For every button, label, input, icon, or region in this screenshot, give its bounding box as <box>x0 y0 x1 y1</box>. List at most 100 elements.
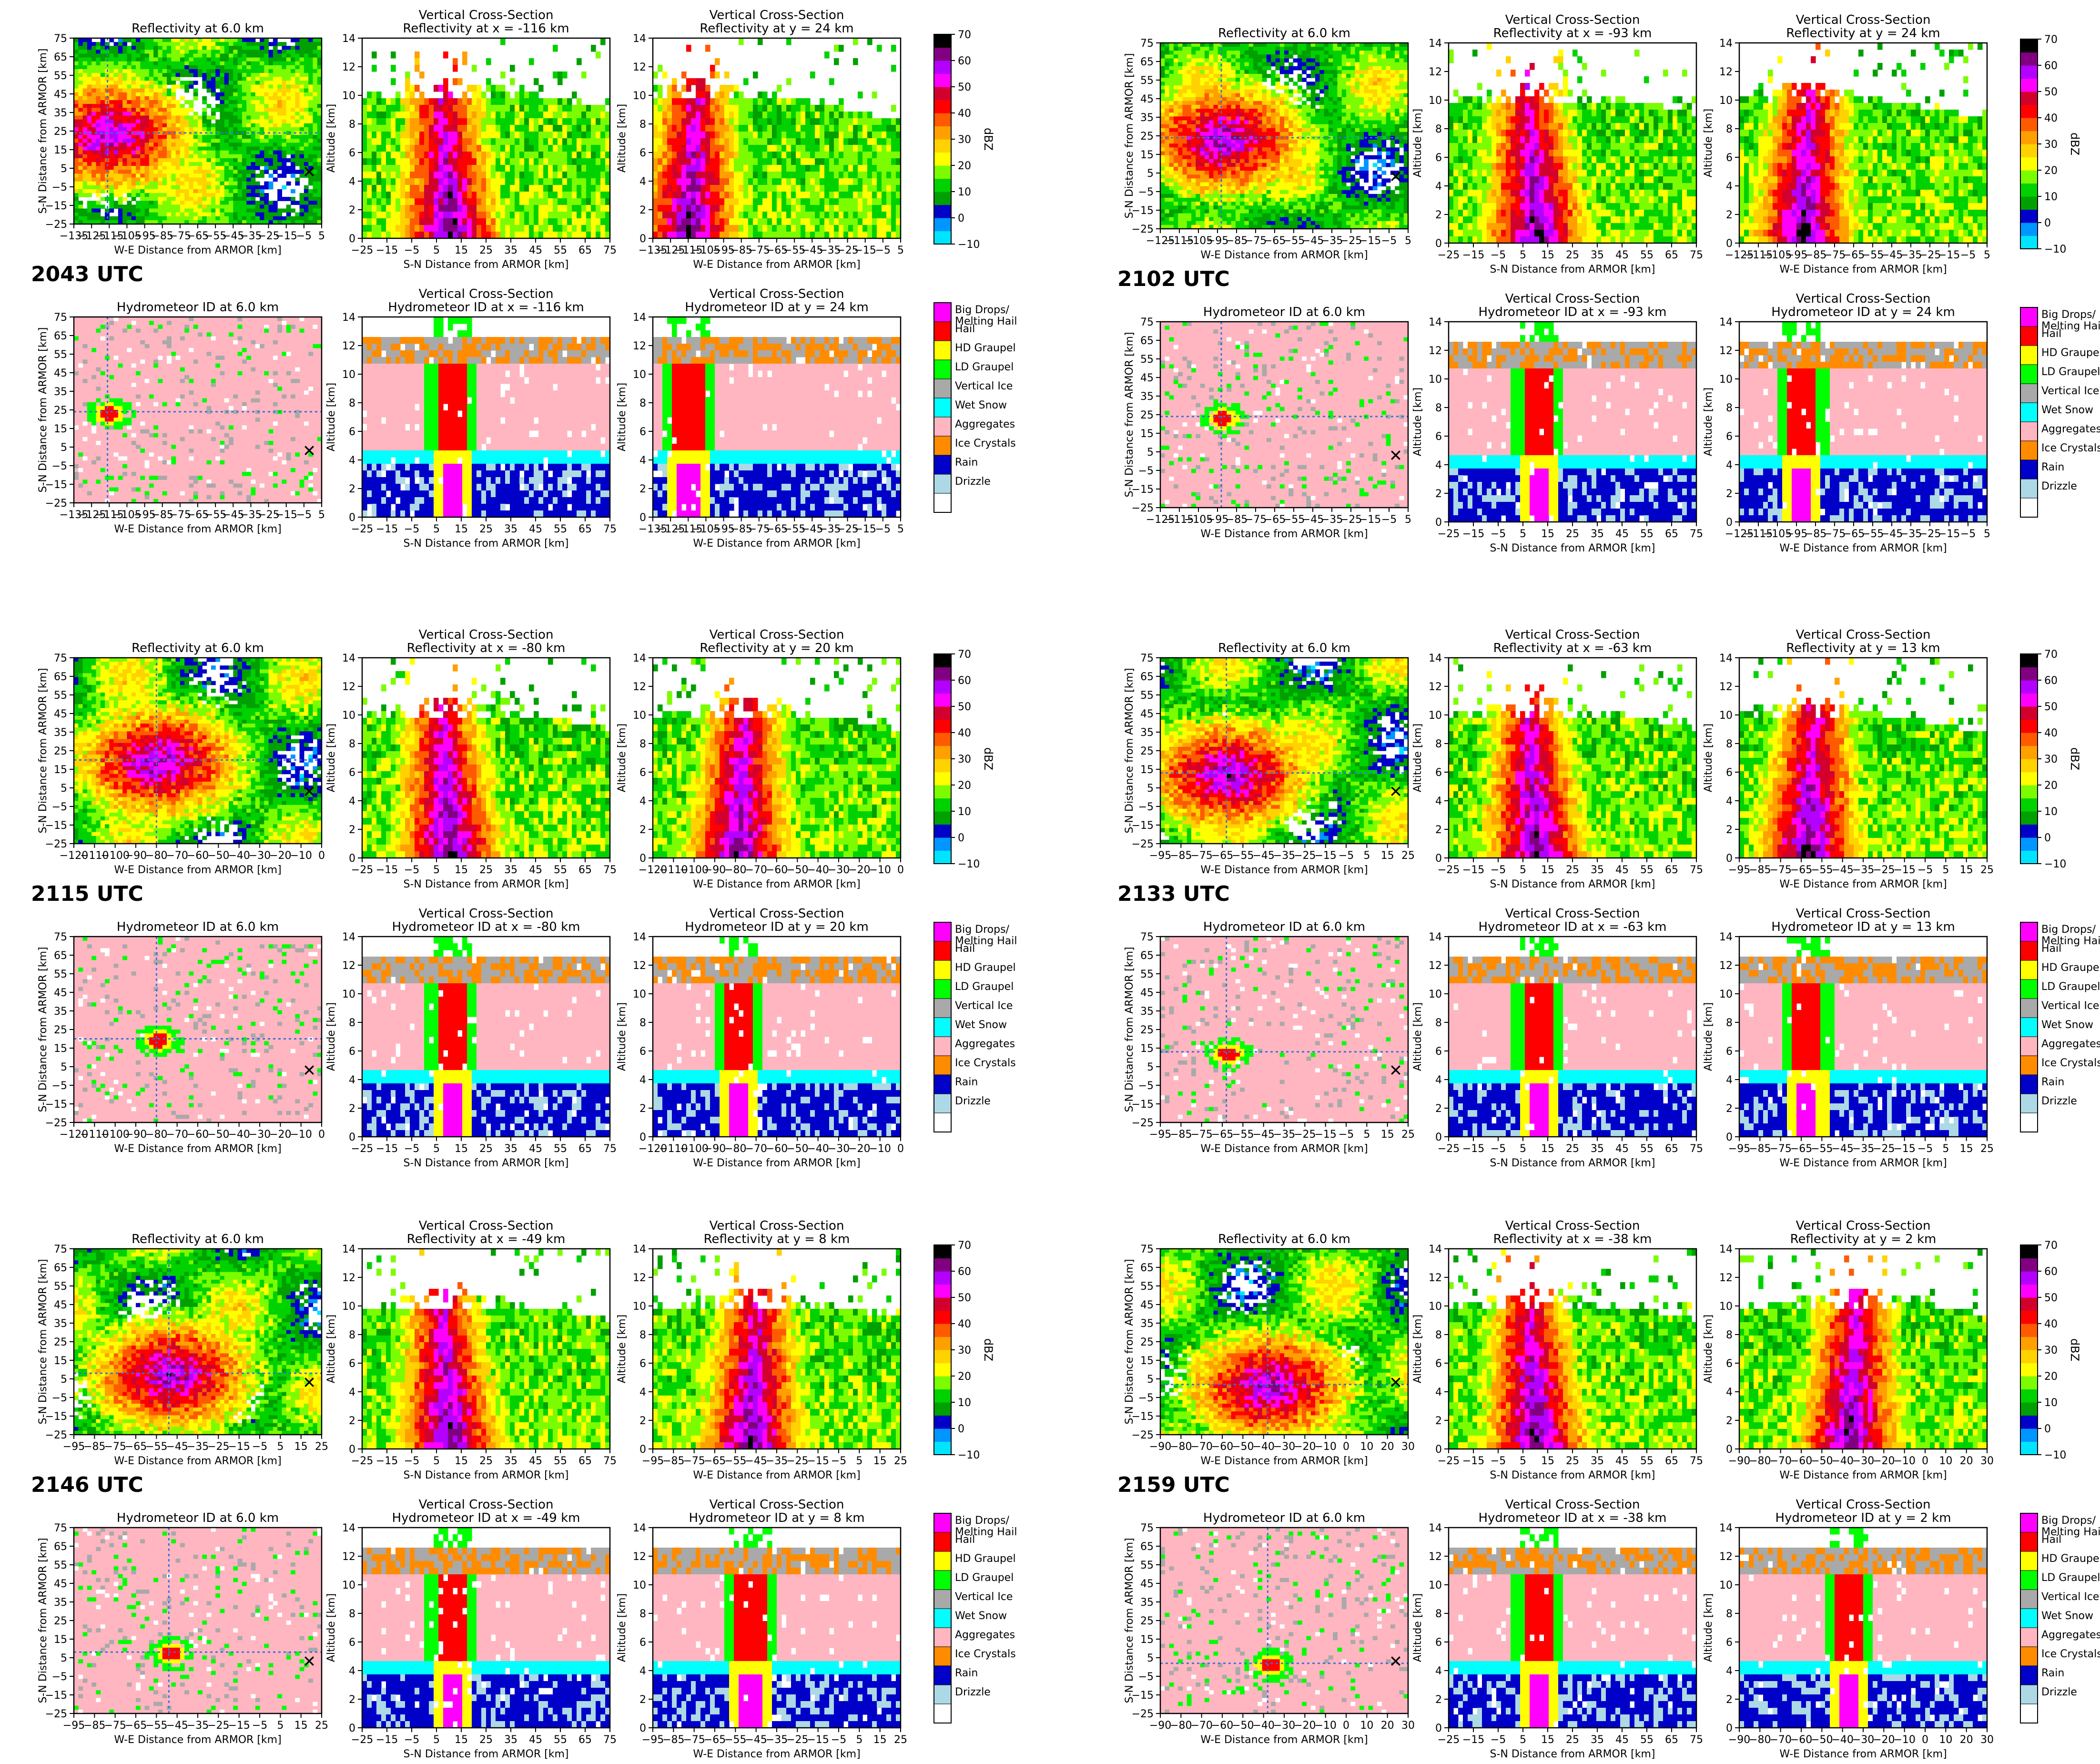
refl-cell <box>238 50 243 54</box>
refl-cell <box>313 73 317 77</box>
refl-cell <box>193 89 198 93</box>
refl-cell <box>220 54 224 58</box>
refl-cell <box>91 69 96 73</box>
refl-cell <box>255 85 260 89</box>
refl-cell <box>215 46 220 50</box>
refl-cell <box>153 73 158 77</box>
refl-cell <box>189 58 193 62</box>
refl-cell <box>184 42 189 46</box>
refl-cell <box>233 92 238 97</box>
refl-cell <box>255 54 260 58</box>
refl-cell <box>211 61 216 66</box>
refl-cell <box>145 46 150 50</box>
refl-cell <box>300 61 304 66</box>
refl-cell <box>127 89 132 93</box>
refl-cell <box>313 46 317 50</box>
refl-cell <box>145 92 150 97</box>
refl-cell <box>158 85 162 89</box>
refl-cell <box>193 54 198 58</box>
refl-cell <box>91 58 96 62</box>
refl-cell <box>145 42 150 46</box>
refl-cell <box>140 46 145 50</box>
refl-cell <box>127 73 132 77</box>
refl-cell <box>83 65 88 70</box>
refl-cell <box>273 69 278 73</box>
refl-cell <box>246 81 251 85</box>
refl-cell <box>300 65 304 70</box>
refl-cell <box>295 77 300 81</box>
refl-cell <box>291 85 295 89</box>
refl-cell <box>167 89 172 93</box>
refl-cell <box>313 54 317 58</box>
refl-cell <box>87 42 92 46</box>
refl-cell <box>145 50 150 54</box>
refl-cell <box>149 73 154 77</box>
refl-cell <box>184 50 189 54</box>
refl-cell <box>83 38 88 42</box>
refl-cell <box>127 69 132 73</box>
refl-cell <box>149 69 154 73</box>
refl-cell <box>207 73 212 77</box>
refl-cell <box>282 81 286 85</box>
refl-cell <box>122 54 127 58</box>
refl-cell <box>251 42 255 46</box>
refl-cell <box>114 61 119 66</box>
refl-cell <box>101 46 105 50</box>
refl-cell <box>167 81 172 85</box>
refl-cell <box>180 50 185 54</box>
refl-cell <box>149 65 154 70</box>
refl-cell <box>122 46 127 50</box>
refl-cell <box>304 77 309 81</box>
refl-cell <box>171 38 176 42</box>
refl-cell <box>118 89 123 93</box>
refl-cell <box>109 46 114 50</box>
refl-cell <box>304 92 309 97</box>
refl-cell <box>211 46 216 50</box>
refl-cell <box>162 38 167 42</box>
refl-cell <box>87 61 92 66</box>
refl-cell <box>101 58 105 62</box>
refl-cell <box>229 81 233 85</box>
refl-cell <box>189 46 193 50</box>
refl-cell <box>215 73 220 77</box>
refl-cell <box>171 42 176 46</box>
refl-cell <box>153 69 158 73</box>
refl-cell <box>127 81 132 85</box>
refl-cell <box>114 92 119 97</box>
refl-cell <box>255 50 260 54</box>
refl-cell <box>171 58 176 62</box>
refl-cell <box>176 61 181 66</box>
refl-cell <box>282 46 286 50</box>
refl-cell <box>273 89 278 93</box>
refl-cell <box>229 73 233 77</box>
refl-cell <box>269 81 274 85</box>
refl-cell <box>251 61 255 66</box>
refl-cell <box>132 42 136 46</box>
refl-cell <box>313 69 317 73</box>
refl-cell <box>180 81 185 85</box>
refl-cell <box>282 92 286 97</box>
refl-cell <box>198 38 203 42</box>
refl-cell <box>149 46 154 50</box>
refl-cell <box>282 85 286 89</box>
refl-cell <box>211 77 216 81</box>
refl-cell <box>74 73 79 77</box>
refl-cell <box>215 81 220 85</box>
refl-cell <box>140 54 145 58</box>
refl-cell <box>83 54 88 58</box>
refl-cell <box>300 69 304 73</box>
refl-cell <box>171 81 176 85</box>
refl-cell <box>83 58 88 62</box>
refl-cell <box>96 42 101 46</box>
refl-cell <box>229 58 233 62</box>
refl-cell <box>273 50 278 54</box>
refl-cell <box>260 69 264 73</box>
refl-cell <box>207 58 212 62</box>
refl-cell <box>282 73 286 77</box>
refl-cell <box>233 77 238 81</box>
refl-cell <box>74 65 79 70</box>
refl-cell <box>167 58 172 62</box>
refl-cell <box>246 69 251 73</box>
refl-cell <box>238 85 243 89</box>
refl-cell <box>83 50 88 54</box>
